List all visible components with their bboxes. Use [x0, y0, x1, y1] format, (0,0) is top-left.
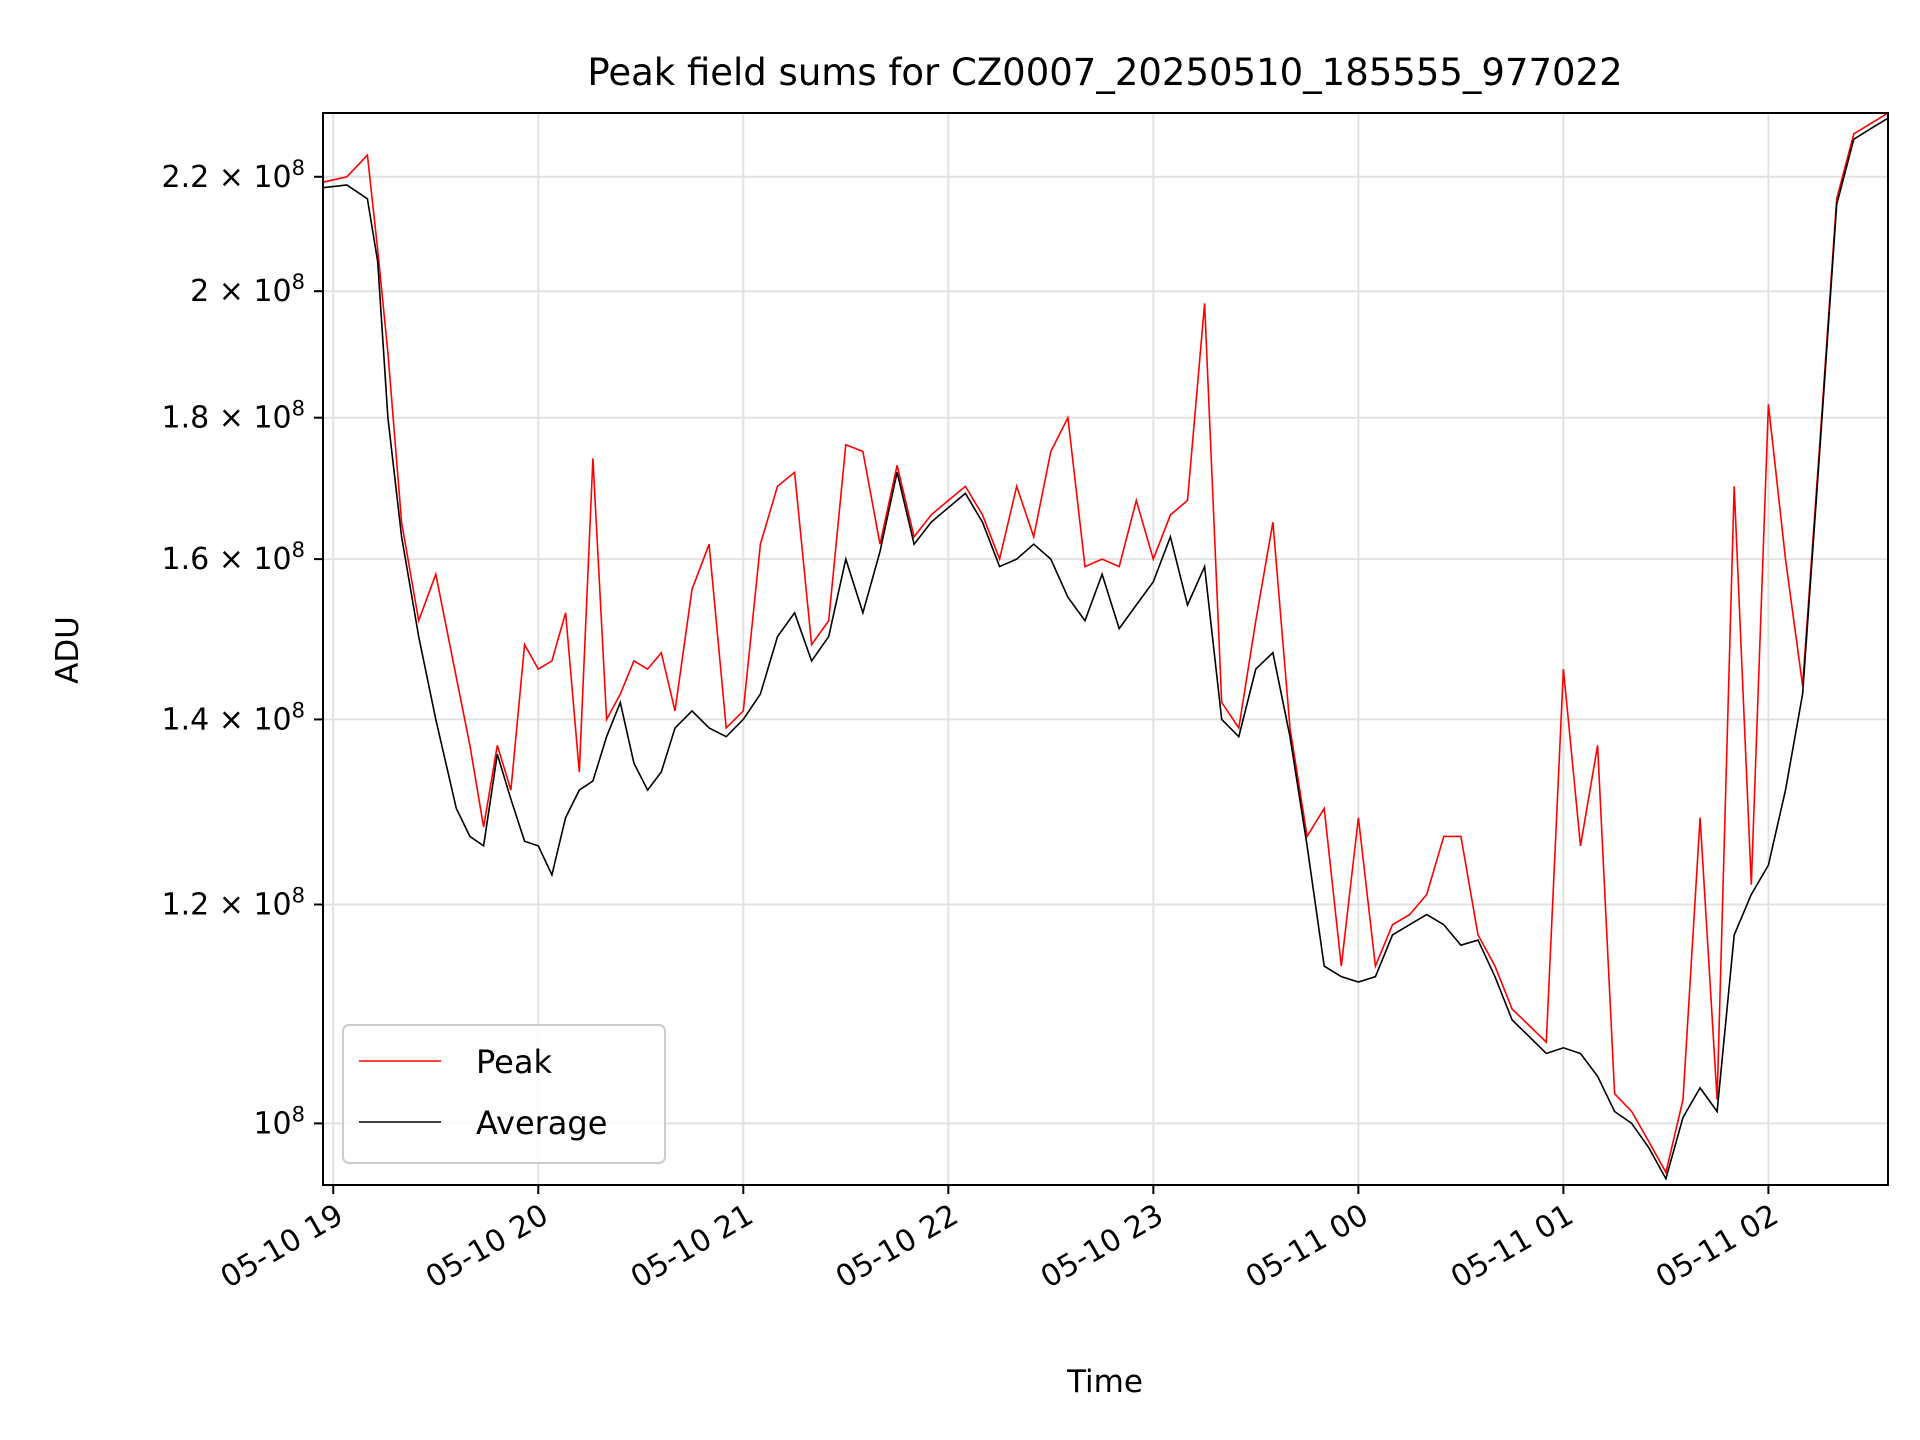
x-tick-label: 05-10 19 — [215, 1198, 349, 1296]
y-axis-title: ADU — [50, 616, 86, 684]
legend-label-peak: Peak — [476, 1043, 552, 1081]
y-axis: 108 1.2 × 108 1.4 × 108 1.6 × 108 1.8 × 108 2… — [162, 156, 323, 1141]
grid — [323, 113, 1888, 1185]
y-tick-label: 1.4 × 108 — [162, 698, 305, 737]
x-tick-label: 05-11 01 — [1445, 1198, 1579, 1296]
x-tick-label: 05-10 22 — [830, 1198, 964, 1296]
chart-title: Peak field sums for CZ0007_20250510_1855… — [587, 51, 1622, 94]
x-tick-label: 05-10 20 — [420, 1198, 554, 1296]
legend: Peak Average — [342, 1024, 666, 1164]
series-line-average — [322, 117, 1889, 1181]
x-tick-label: 05-11 00 — [1240, 1198, 1374, 1296]
series-layer — [322, 112, 1889, 1181]
y-tick-label: 2.2 × 108 — [162, 156, 305, 195]
y-tick-label: 2 × 108 — [190, 270, 305, 309]
legend-box — [342, 1024, 666, 1164]
plot-area-frame — [322, 112, 1889, 1186]
x-tick-label: 05-11 02 — [1650, 1198, 1784, 1296]
x-axis: 05-10 19 05-10 20 05-10 21 05-10 22 05-10 23… — [215, 1185, 1784, 1295]
x-tick-label: 05-10 23 — [1035, 1198, 1169, 1296]
y-tick-label: 1.6 × 108 — [162, 538, 305, 577]
x-axis-title: Time — [1066, 1364, 1143, 1400]
x-tick-label: 05-10 21 — [625, 1198, 759, 1296]
y-tick-label: 108 — [253, 1102, 305, 1141]
series-line-peak — [322, 112, 1889, 1175]
y-tick-label: 1.2 × 108 — [162, 884, 305, 923]
legend-label-average: Average — [476, 1104, 607, 1142]
y-tick-label: 1.8 × 108 — [162, 397, 305, 436]
